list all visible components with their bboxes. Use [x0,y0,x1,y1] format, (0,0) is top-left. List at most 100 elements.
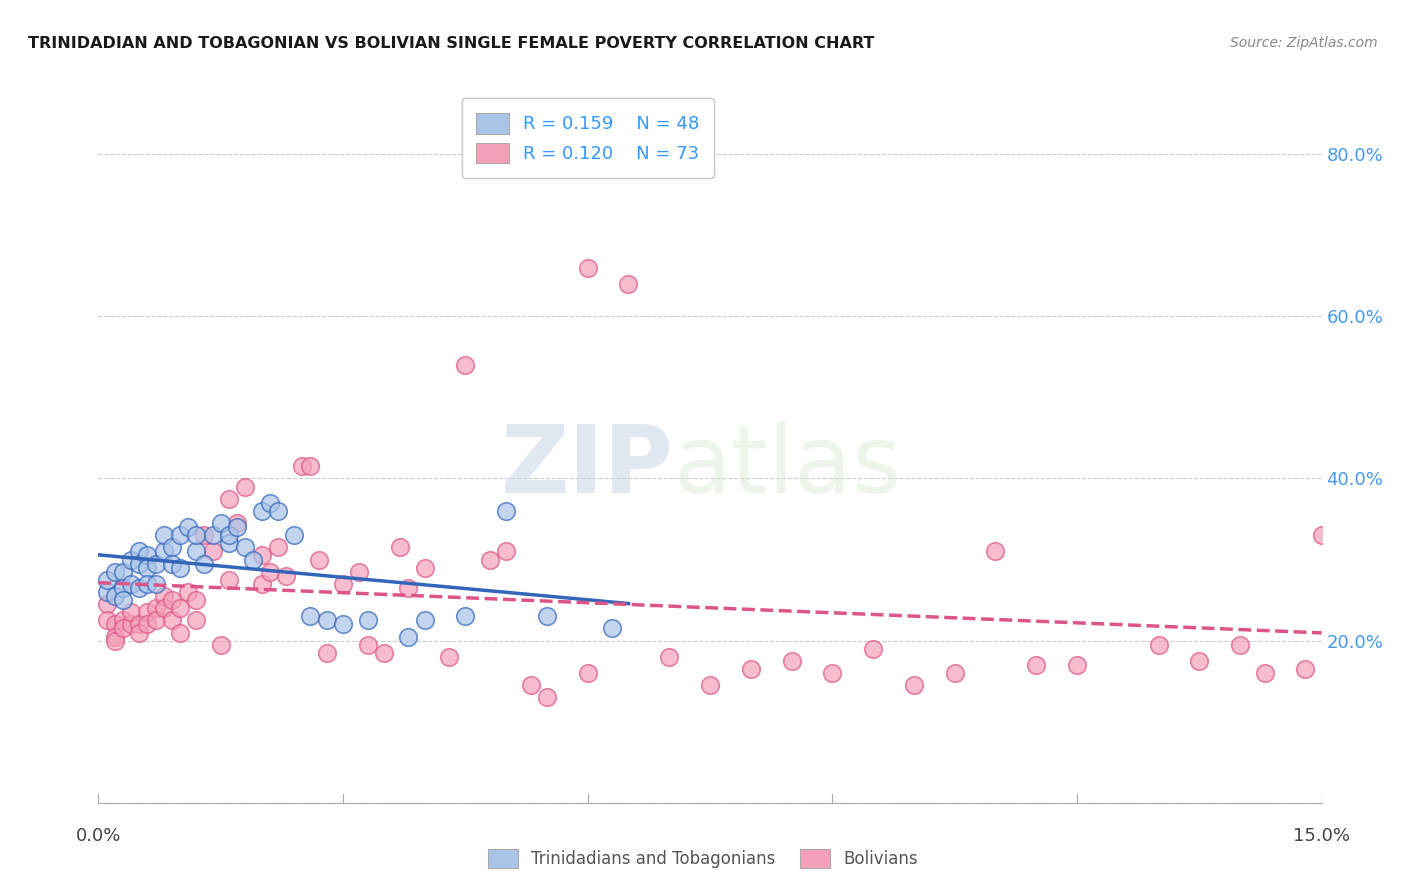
Text: ZIP: ZIP [501,421,673,514]
Point [201,544,224,558]
Point [233,541,256,555]
Point [209,516,232,530]
Point [396,630,419,644]
Point [201,528,224,542]
Point [478,552,501,566]
Point [128,617,150,632]
Point [96,585,118,599]
Legend: Trinidadians and Tobagonians, Bolivians: Trinidadians and Tobagonians, Bolivians [481,842,925,875]
Point [617,277,640,291]
Point [152,589,174,603]
Point [177,520,200,534]
Point [226,516,249,530]
Point [984,544,1007,558]
Text: 0.0%: 0.0% [76,827,121,845]
Point [226,520,249,534]
Point [111,593,134,607]
Point [576,666,599,681]
Point [145,601,167,615]
Point [943,666,966,681]
Point [160,593,183,607]
Point [356,638,378,652]
Point [349,565,371,579]
Point [250,549,273,563]
Point [699,678,721,692]
Point [1310,528,1333,542]
Point [120,605,142,619]
Point [186,544,208,558]
Point [495,544,517,558]
Point [1147,638,1170,652]
Point [218,536,240,550]
Point [177,585,200,599]
Point [576,260,599,275]
Point [111,565,134,579]
Point [152,544,174,558]
Point [332,577,354,591]
Point [136,560,159,574]
Point [96,573,118,587]
Point [152,528,174,542]
Point [437,649,460,664]
Point [267,504,290,518]
Point [104,617,127,632]
Point [658,649,681,664]
Point [186,528,208,542]
Point [274,568,297,582]
Point [600,622,623,636]
Point [169,528,191,542]
Point [1066,657,1088,672]
Point [111,613,134,627]
Point [373,646,395,660]
Point [308,552,330,566]
Point [193,528,215,542]
Point [903,678,925,692]
Point [413,613,436,627]
Point [120,577,142,591]
Point [454,609,477,624]
Point [389,541,412,555]
Point [1188,654,1211,668]
Point [1294,662,1316,676]
Point [152,601,174,615]
Point [495,504,517,518]
Point [536,690,558,705]
Point [160,613,183,627]
Point [780,654,803,668]
Point [259,496,281,510]
Point [821,666,844,681]
Point [120,617,142,632]
Point [862,641,884,656]
Point [186,613,208,627]
Point [259,565,281,579]
Point [136,549,159,563]
Point [291,459,314,474]
Point [209,638,232,652]
Point [193,557,215,571]
Point [250,504,273,518]
Text: atlas: atlas [673,421,901,514]
Point [104,633,127,648]
Point [536,609,558,624]
Point [160,557,183,571]
Text: Source: ZipAtlas.com: Source: ZipAtlas.com [1230,36,1378,50]
Point [356,613,378,627]
Point [740,662,762,676]
Point [128,544,150,558]
Point [96,613,118,627]
Point [315,646,337,660]
Point [218,528,240,542]
Text: TRINIDADIAN AND TOBAGONIAN VS BOLIVIAN SINGLE FEMALE POVERTY CORRELATION CHART: TRINIDADIAN AND TOBAGONIAN VS BOLIVIAN S… [28,36,875,51]
Point [96,597,118,611]
Point [1253,666,1275,681]
Point [233,479,256,493]
Legend: R = 0.159    N = 48, R = 0.120    N = 73: R = 0.159 N = 48, R = 0.120 N = 73 [461,98,714,178]
Point [186,593,208,607]
Point [1229,638,1251,652]
Point [145,557,167,571]
Point [1025,657,1047,672]
Point [128,581,150,595]
Point [396,581,419,595]
Point [136,617,159,632]
Point [136,577,159,591]
